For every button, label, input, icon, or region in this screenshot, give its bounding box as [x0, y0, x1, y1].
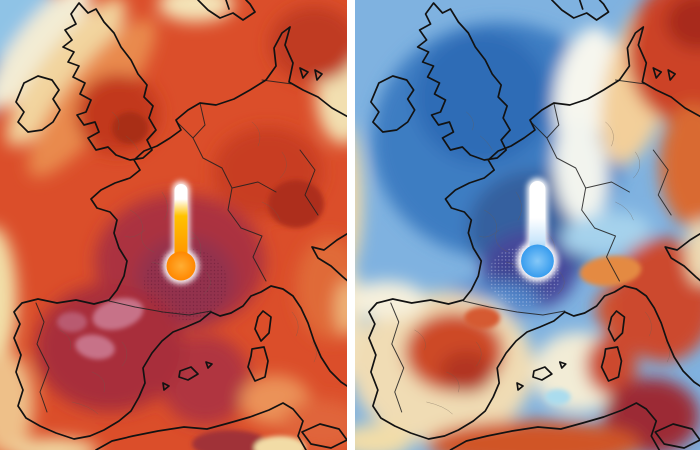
- anomaly-region: [0, 0, 92, 110]
- anomaly-region: [665, 0, 700, 50]
- thermometer-bulb: [521, 244, 554, 278]
- anomaly-region: [544, 389, 571, 405]
- anomaly-region: [254, 436, 306, 450]
- anomaly-region: [335, 280, 347, 336]
- anomaly-region: [553, 118, 608, 226]
- panel-divider: [347, 0, 355, 450]
- thermometer-stem: [174, 184, 188, 260]
- anomaly-region: [6, 0, 126, 147]
- anomaly-region: [75, 334, 115, 360]
- warm-anomaly-details: [57, 112, 324, 450]
- anomaly-region: [0, 229, 17, 367]
- anomaly-region: [439, 351, 494, 393]
- anomaly-region: [192, 430, 268, 450]
- anomaly-region: [268, 180, 324, 228]
- anomaly-region: [270, 6, 347, 82]
- thermometer-bulb: [166, 251, 196, 281]
- thermometer-cold-icon: [516, 178, 559, 282]
- anomaly-region: [296, 236, 347, 340]
- anomaly-region: [464, 307, 501, 329]
- anomaly-region: [426, 420, 642, 450]
- anomaly-region: [112, 112, 148, 144]
- thermometer-stem: [529, 181, 546, 255]
- anomaly-region: [414, 32, 550, 164]
- anomaly-region: [10, 438, 98, 450]
- cold-anomaly-map: [355, 0, 700, 450]
- anomaly-region: [659, 103, 700, 227]
- thermometer-hot-icon: [163, 181, 199, 284]
- anomaly-region: [560, 212, 651, 256]
- warm-anomaly-map: [0, 0, 347, 450]
- anomaly-region: [57, 312, 87, 332]
- cold-map-panel: [355, 0, 700, 450]
- anomaly-region: [158, 0, 234, 22]
- warm-map-panel: [0, 0, 347, 450]
- anomaly-region: [355, 424, 413, 450]
- anomaly-region: [355, 138, 363, 262]
- anomaly-region: [579, 255, 642, 287]
- anomaly-region: [585, 335, 638, 395]
- cold-anomaly-details: [464, 255, 642, 405]
- anomaly-region: [0, 352, 34, 450]
